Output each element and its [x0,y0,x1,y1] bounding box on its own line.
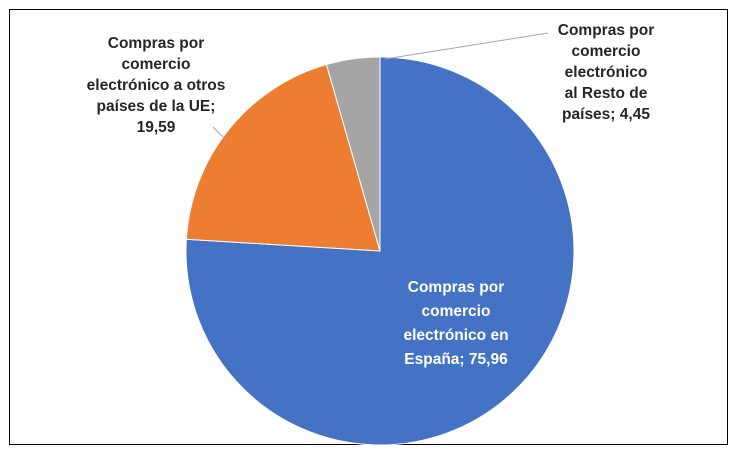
data-label-line: al Resto de [565,85,648,102]
data-label-line: Compras por [408,279,504,296]
pie-slice-1 [185,56,575,446]
data-label-line: países; 4,45 [562,106,650,123]
data-label-line: electrónico [565,64,648,81]
data-label-line: comercio [422,303,491,320]
data-label-line: comercio [572,43,641,60]
data-label-line: Compras por [108,35,204,52]
data-label-line: Compras por [558,22,654,39]
data-label-line: países de la UE; [97,98,216,115]
leader-line-2 [212,126,226,140]
data-label-line: electrónico en [403,327,508,344]
pie-slice-2 [185,63,381,252]
leader-line-3 [384,32,549,60]
pie-slice-3 [325,56,381,252]
data-label-line: electrónico a otros [87,77,226,94]
data-label-3: Compras por comercio electrónico al Resto d… [558,22,654,123]
data-label-1: Compras por comercio electrónico en España;… [403,279,508,368]
data-label-2: Compras por comercio electrónico a otros pa… [87,35,226,136]
data-label-line: 19,59 [137,119,176,136]
data-label-line: comercio [122,56,191,73]
data-label-line: España; 75,96 [404,351,508,368]
